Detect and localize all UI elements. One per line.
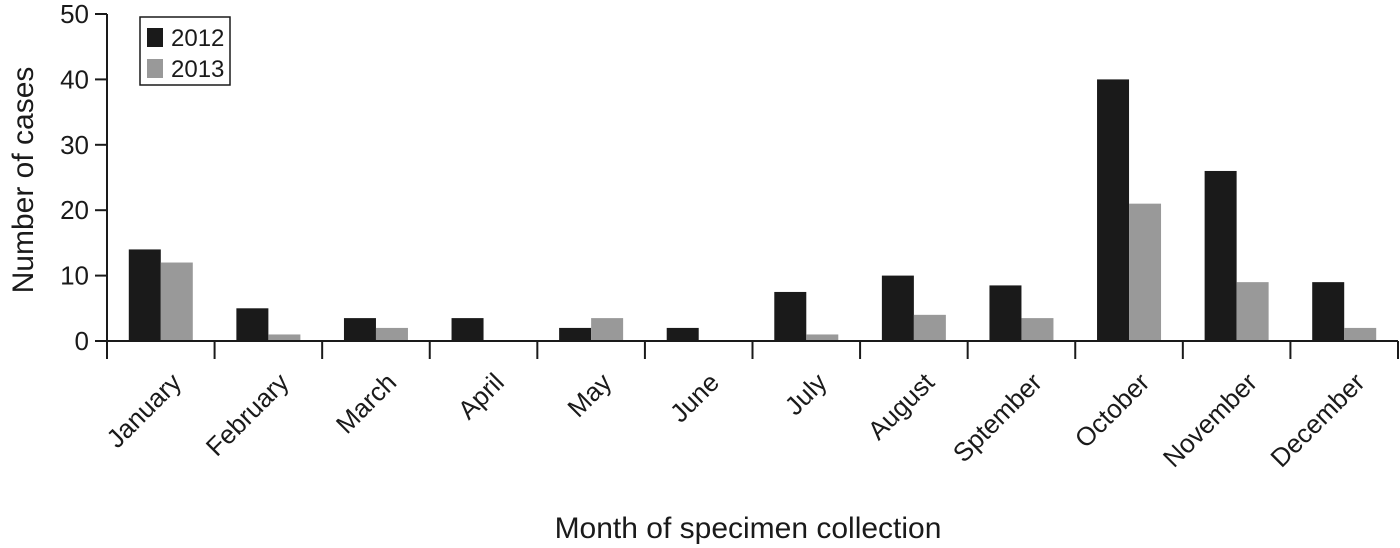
bar-2012-june bbox=[666, 327, 699, 341]
y-tick-label-0: 0 bbox=[75, 326, 89, 356]
bar-2013-may bbox=[591, 318, 624, 341]
x-tick-label-april: April bbox=[452, 367, 510, 425]
bar-2012-sptember bbox=[989, 285, 1022, 341]
bar-2013-february bbox=[268, 334, 301, 341]
x-tick-label-may: May bbox=[561, 367, 617, 423]
x-tick-label-august: August bbox=[862, 366, 941, 445]
x-tick-label-sptember: Sptember bbox=[947, 367, 1048, 468]
bar-2013-october bbox=[1129, 203, 1162, 341]
bar-2013-sptember bbox=[1021, 318, 1054, 341]
bar-2013-december bbox=[1344, 327, 1377, 341]
bar-2012-march bbox=[343, 318, 376, 341]
bar-2012-august bbox=[881, 275, 914, 341]
y-axis-title: Number of cases bbox=[7, 67, 40, 294]
x-axis-title: Month of specimen collection bbox=[555, 512, 942, 545]
legend-label-2013: 2013 bbox=[171, 56, 224, 83]
bar-2012-may bbox=[559, 327, 592, 341]
bars-layer bbox=[128, 79, 1377, 342]
x-tick-label-march: March bbox=[330, 367, 402, 439]
bar-2012-november bbox=[1204, 170, 1237, 341]
x-tick-label-july: July bbox=[779, 367, 833, 421]
bar-2012-february bbox=[236, 308, 269, 341]
bar-2013-march bbox=[375, 327, 408, 341]
bar-2012-december bbox=[1312, 282, 1345, 341]
y-tick-label-40: 40 bbox=[60, 64, 89, 94]
x-tick-label-november: November bbox=[1157, 367, 1263, 473]
bar-2013-august bbox=[913, 314, 946, 341]
x-tick-label-june: June bbox=[664, 367, 725, 428]
x-tick-label-january: January bbox=[100, 367, 187, 454]
bar-2012-october bbox=[1097, 79, 1130, 342]
bar-2013-july bbox=[806, 334, 839, 341]
legend-label-2012: 2012 bbox=[171, 25, 224, 52]
y-tick-label-10: 10 bbox=[60, 261, 89, 291]
x-tick-label-february: February bbox=[200, 367, 295, 462]
legend-swatch-2012 bbox=[147, 28, 163, 47]
bar-2012-april bbox=[451, 318, 484, 341]
y-tick-label-30: 30 bbox=[60, 130, 89, 160]
axes-layer bbox=[106, 14, 1398, 342]
ticks-layer: 0 10 20 30 40 50 January February March April May J… bbox=[60, 0, 1399, 473]
bar-2012-january bbox=[128, 249, 161, 341]
bar-2012-july bbox=[774, 291, 807, 341]
bar-2013-january bbox=[160, 262, 193, 341]
y-tick-label-50: 50 bbox=[60, 0, 89, 29]
x-tick-label-october: October bbox=[1069, 367, 1156, 454]
x-tick-label-december: December bbox=[1264, 367, 1370, 473]
bar-2013-november bbox=[1236, 282, 1269, 341]
y-tick-label-20: 20 bbox=[60, 195, 89, 225]
legend-swatch-2013 bbox=[147, 59, 163, 78]
legend: 2012 2013 bbox=[139, 16, 231, 86]
